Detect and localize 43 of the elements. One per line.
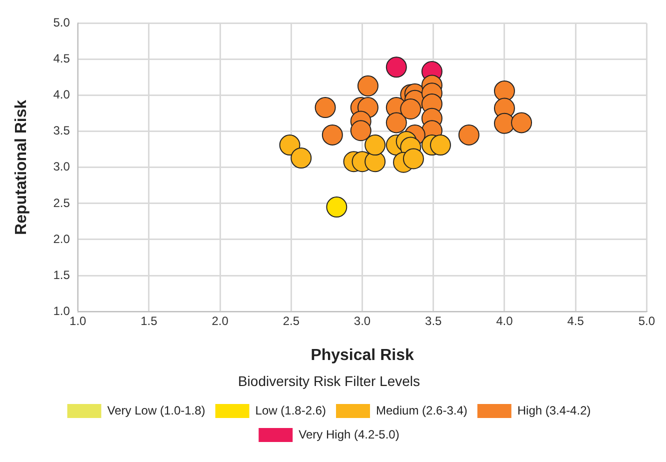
legend-label: Very High (4.2-5.0)	[298, 427, 400, 442]
legend-label: Low (1.8-2.6)	[255, 403, 326, 418]
point	[326, 196, 348, 218]
x-axis-title: Physical Risk	[310, 347, 414, 364]
y-tick-label: 3.5	[53, 124, 70, 138]
x-tick-label: 3.5	[425, 314, 442, 328]
point	[386, 112, 407, 134]
y-axis-title: Reputational Risk	[13, 100, 30, 235]
legend-label: High (3.4-4.2)	[517, 403, 591, 418]
point	[386, 56, 407, 78]
point	[494, 112, 515, 134]
point	[350, 120, 372, 142]
point	[314, 97, 336, 118]
x-tick-label: 2.0	[212, 314, 229, 328]
legend-label: Very Low (1.0-1.8)	[107, 403, 206, 418]
x-tick-label: 4.5	[567, 314, 584, 328]
point	[430, 134, 451, 156]
x-tick-label: 2.5	[282, 314, 300, 328]
y-tick-label: 3.0	[53, 160, 70, 174]
x-tick-label: 5.0	[638, 314, 656, 328]
x-tick-label: 3.0	[354, 314, 371, 328]
y-tick-label: 5.0	[53, 16, 70, 30]
point	[402, 148, 424, 170]
y-tick-label: 4.0	[53, 88, 70, 102]
y-tick-label: 2.5	[53, 196, 70, 210]
point	[279, 134, 300, 156]
x-tick-label: 1.5	[140, 314, 158, 328]
legend-title: Biodiversity Risk Filter Levels	[238, 373, 420, 390]
point	[290, 148, 312, 169]
y-tick-label: 1.0	[53, 304, 70, 318]
point	[494, 80, 515, 102]
point	[364, 134, 386, 156]
point	[357, 75, 378, 96]
point	[322, 124, 343, 146]
x-tick-label: 4.0	[496, 314, 514, 328]
point	[511, 112, 532, 134]
y-tick-label: 1.5	[53, 268, 70, 282]
point	[400, 98, 422, 120]
y-tick-label: 2.0	[53, 232, 70, 246]
x-tick-label: 1.0	[70, 314, 87, 328]
point	[458, 124, 480, 146]
y-tick-label: 4.5	[53, 52, 70, 66]
legend-label: Medium (2.6-3.4)	[376, 403, 468, 418]
